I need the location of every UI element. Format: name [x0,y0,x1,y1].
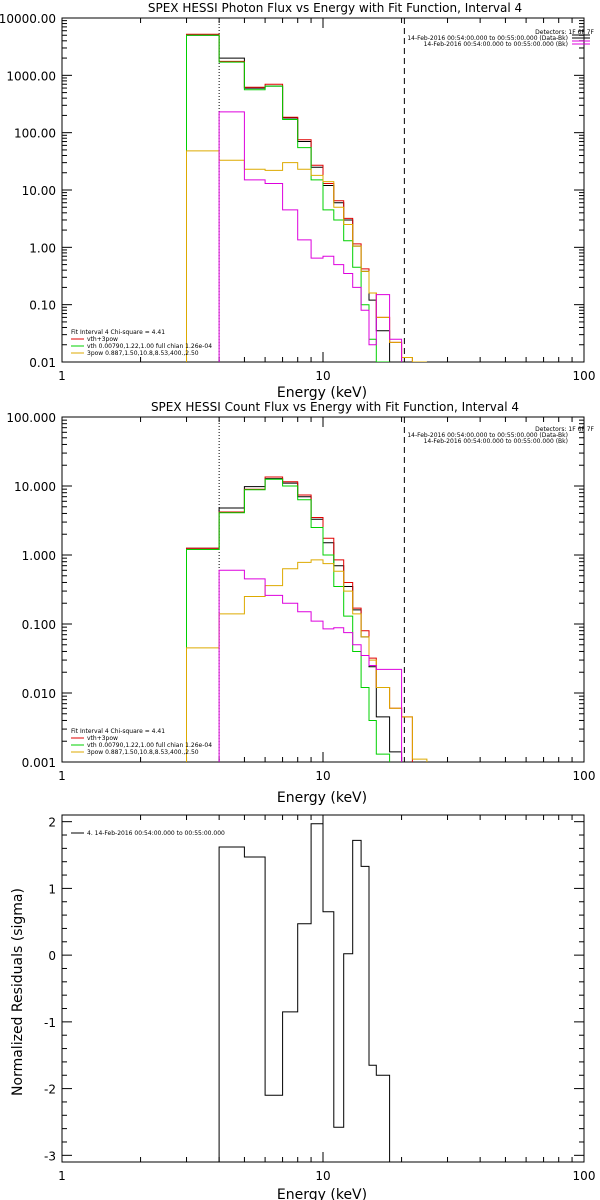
y-tick-label: 0.01 [29,356,56,370]
y-tick-label: 2 [48,816,56,830]
legend-item-label: 14-Feb-2016 00:54:00.000 to 00:55:00.000… [407,35,568,42]
y-tick-label: -3 [44,1149,56,1163]
y-tick-label: 0.100 [22,618,56,632]
series-line [186,150,427,362]
y-tick-label: 0.10 [29,299,56,313]
y-tick-label: 0.010 [22,687,56,701]
legend-item-label: 14-Feb-2016 00:54:00.000 to 00:55:00.000… [424,41,568,48]
series-line [186,476,413,762]
y-tick-label: 10.00 [22,184,56,198]
x-axis-label: Energy (keV) [277,385,367,401]
legend-item-label: 3pow 0.887,1.50,10.8,8.53,400.,2.50 [87,350,199,357]
y-tick-label: 0.001 [22,756,56,770]
x-tick-label: 100 [573,369,596,383]
y-tick-label: 1 [48,882,56,896]
legend-item-label: vth 0.00790,1.22,1.00 full chian 1.26e-0… [87,343,212,350]
legend-header: Detectors: 1F 6F 7F [535,29,594,36]
y-tick-label: 0 [48,949,56,963]
legend-header: Detectors: 1F 6F 7F [535,426,594,433]
x-axis-label: Energy (keV) [277,790,367,806]
y-tick-label: 1000.00 [6,69,56,83]
series-line [186,34,390,362]
series-line [186,478,403,762]
legend-item-label: 14-Feb-2016 00:54:00.000 to 00:55:00.000… [407,432,568,439]
legend: 4. 14-Feb-2016 00:54:00.000 to 00:55:00.… [87,830,225,837]
x-tick-label: 1 [58,369,66,383]
legend-item-label: 4. 14-Feb-2016 00:54:00.000 to 00:55:00.… [87,830,225,837]
series-line [186,33,413,362]
y-tick-label: 100.000 [6,411,56,425]
y-tick-label: 1.00 [29,241,56,255]
y-tick-label: -2 [44,1083,56,1097]
legend-top: Detectors: 1F 6F 7F 14-Feb-2016 00:54:00… [407,29,594,48]
x-axis-label: Energy (keV) [277,1187,367,1200]
x-tick-label: 1 [58,769,66,783]
panel-title: SPEX HESSI Photon Flux vs Energy with Fi… [148,1,522,15]
series-line [218,823,391,1162]
legend-item-label: vth+3pow [87,735,118,742]
legend-item-label: vth+3pow [87,336,118,343]
residuals-panel: Energy (keV) Normalized Residuals (sigma… [10,814,596,1200]
panel-title: SPEX HESSI Count Flux vs Energy with Fit… [151,400,519,414]
series-line [186,478,391,762]
plot-area: 1 10 100 -3 -2 -1 0 1 2 [44,814,596,1183]
x-tick-label: 1 [58,1169,66,1183]
x-tick-label: 100 [573,1169,596,1183]
legend-bottom: Fit Interval 4 Chi-square = 4.41 vth+3po… [71,728,212,756]
series-line [186,559,428,762]
series-line [218,111,403,362]
x-tick-label: 10 [315,769,330,783]
legend-header: Fit Interval 4 Chi-square = 4.41 [71,329,165,336]
count-flux-panel: SPEX HESSI Count Flux vs Energy with Fit… [6,34,596,806]
x-tick-label: 10 [315,369,330,383]
legend-top: Detectors: 1F 6F 7F 14-Feb-2016 00:54:00… [407,426,594,445]
y-axis-label: Normalized Residuals (sigma) [10,888,26,1096]
y-tick-label: 100.00 [14,127,56,141]
series-line [218,569,403,762]
y-tick-label: 1.000 [22,549,56,563]
x-tick-label: 10 [315,1169,330,1183]
legend-item-label: 14-Feb-2016 00:54:00.000 to 00:55:00.000… [424,438,568,445]
photon-flux-panel: SPEX HESSI Photon Flux vs Energy with Fi… [0,1,595,401]
x-tick-label: 100 [573,769,596,783]
y-tick-label: 10.000 [14,480,56,494]
legend-item-label: vth 0.00790,1.22,1.00 full chian 1.26e-0… [87,742,212,749]
plot-frame [61,416,585,763]
legend-bottom: Fit Interval 4 Chi-square = 4.41 vth+3po… [71,329,212,357]
legend-item-label: 3pow 0.887,1.50,10.8,8.53,400.,2.50 [87,749,199,756]
y-tick-label: -1 [44,1016,56,1030]
plot-area: 1 10 100 0.01 0.10 1.00 10.00 100.00 1000.00 1000… [0,12,595,383]
y-tick-label: 10000.00 [0,12,56,26]
legend-header: Fit Interval 4 Chi-square = 4.41 [71,728,165,735]
